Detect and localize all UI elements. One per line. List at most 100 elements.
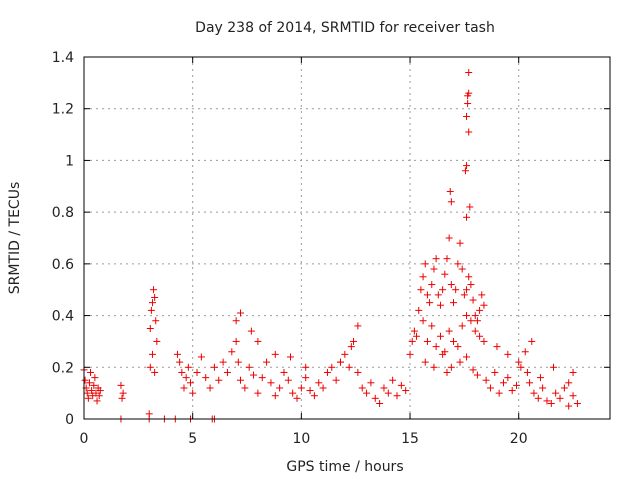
data-point xyxy=(452,286,460,294)
data-point xyxy=(376,399,384,407)
data-point xyxy=(254,337,262,345)
data-points xyxy=(80,69,581,423)
data-point xyxy=(258,374,266,382)
x-axis-label: GPS time / hours xyxy=(286,459,403,475)
data-point xyxy=(286,353,294,361)
y-tick-label: 0.6 xyxy=(52,257,74,273)
data-point xyxy=(180,384,188,392)
data-point xyxy=(85,379,93,387)
data-point xyxy=(565,402,573,410)
data-point xyxy=(315,379,323,387)
data-point xyxy=(447,281,455,289)
data-point xyxy=(528,337,536,345)
data-point xyxy=(206,384,214,392)
data-point xyxy=(95,392,103,400)
data-point xyxy=(354,322,362,330)
data-point xyxy=(232,337,240,345)
data-point xyxy=(565,379,573,387)
y-axis-label: SRMTID / TECUs xyxy=(7,182,23,295)
data-point xyxy=(458,265,466,273)
data-point xyxy=(271,350,279,358)
data-point xyxy=(393,392,401,400)
data-point xyxy=(426,299,434,307)
data-point xyxy=(371,394,379,402)
data-point xyxy=(350,337,358,345)
data-point xyxy=(402,387,410,395)
data-point xyxy=(289,389,297,397)
data-point xyxy=(463,162,471,170)
data-point xyxy=(173,350,181,358)
data-point xyxy=(423,291,431,299)
data-point xyxy=(460,291,468,299)
data-point xyxy=(504,350,512,358)
data-point xyxy=(447,198,455,206)
data-point xyxy=(267,379,275,387)
data-point xyxy=(517,363,525,371)
data-point xyxy=(443,255,451,263)
data-point xyxy=(297,384,305,392)
data-point xyxy=(384,389,392,397)
data-point xyxy=(328,363,336,371)
data-point xyxy=(463,286,471,294)
data-point xyxy=(152,317,160,325)
data-point xyxy=(473,371,481,379)
data-point xyxy=(465,128,473,136)
data-point xyxy=(569,392,577,400)
data-point xyxy=(480,337,488,345)
data-point xyxy=(432,255,440,263)
data-point xyxy=(302,363,310,371)
data-point xyxy=(88,387,96,395)
data-point xyxy=(450,299,458,307)
data-point xyxy=(495,389,503,397)
data-point xyxy=(408,337,416,345)
data-point xyxy=(146,363,154,371)
chart-title: Day 238 of 2014, SRMTID for receiver tas… xyxy=(195,20,495,36)
x-tick-label: 0 xyxy=(80,431,89,447)
data-point xyxy=(573,399,581,407)
data-point xyxy=(513,381,521,389)
grid-layer xyxy=(84,57,610,419)
data-point xyxy=(271,392,279,400)
data-point xyxy=(423,337,431,345)
data-point xyxy=(467,281,475,289)
data-point xyxy=(336,358,344,366)
data-point xyxy=(91,374,99,382)
data-point xyxy=(358,384,366,392)
data-point xyxy=(504,374,512,382)
data-point xyxy=(228,348,236,356)
data-point xyxy=(419,273,427,281)
data-point xyxy=(151,368,159,376)
data-point xyxy=(458,322,466,330)
data-point xyxy=(202,374,210,382)
data-point xyxy=(473,317,481,325)
data-point xyxy=(569,368,577,376)
data-point xyxy=(476,332,484,340)
data-point xyxy=(354,368,362,376)
y-tick-label: 0 xyxy=(65,412,74,428)
data-point xyxy=(471,312,479,320)
y-tick-label: 0.4 xyxy=(52,309,74,325)
data-point xyxy=(276,384,284,392)
data-point xyxy=(471,327,479,335)
y-tick-label: 0.2 xyxy=(52,360,74,376)
data-point xyxy=(367,379,375,387)
data-point xyxy=(430,265,438,273)
data-point xyxy=(428,281,436,289)
data-point xyxy=(432,343,440,351)
data-point xyxy=(465,89,473,97)
data-point xyxy=(153,337,161,345)
data-point xyxy=(523,368,531,376)
data-point xyxy=(445,327,453,335)
x-tick-label: 10 xyxy=(292,431,310,447)
data-point xyxy=(81,376,89,384)
data-point xyxy=(245,363,253,371)
data-point xyxy=(463,112,471,120)
data-point xyxy=(117,381,125,389)
data-point xyxy=(363,389,371,397)
data-point xyxy=(434,291,442,299)
data-point xyxy=(486,384,494,392)
data-point xyxy=(345,363,353,371)
data-point xyxy=(306,387,314,395)
data-point xyxy=(491,368,499,376)
data-point xyxy=(456,239,464,247)
